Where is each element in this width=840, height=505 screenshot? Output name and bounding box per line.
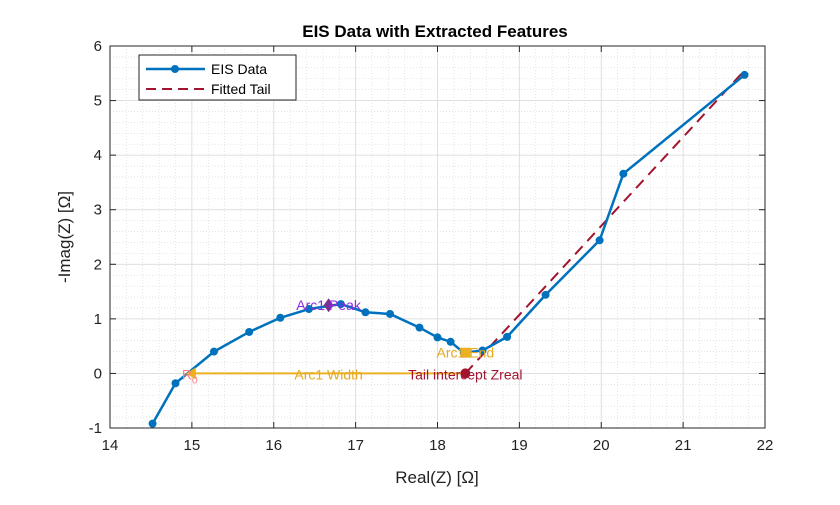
eis-data-point — [541, 290, 550, 299]
eis-data-point — [503, 332, 512, 341]
legend-fitted-label: Fitted Tail — [211, 81, 271, 97]
eis-data-point — [386, 309, 395, 318]
x-tick-label: 14 — [102, 437, 119, 454]
y-tick-label: 3 — [94, 202, 102, 219]
eis-data-point — [446, 337, 455, 346]
annotation-markers — [185, 298, 471, 380]
y-tick-label: 2 — [94, 256, 102, 273]
x-tick-label: 18 — [429, 437, 446, 454]
legend: EIS Data Fitted Tail — [138, 54, 297, 101]
y-tick-label: 4 — [94, 147, 102, 164]
x-tick-label: 22 — [757, 437, 774, 454]
y-tick-label: 1 — [94, 311, 102, 328]
eis-data-point — [245, 327, 254, 336]
eis-data-point — [336, 300, 345, 309]
series-layer — [148, 70, 749, 428]
legend-eis-label: EIS Data — [211, 61, 267, 77]
r0-label-main: R — [182, 366, 192, 382]
r0-label: R0 — [182, 366, 198, 386]
eis-data-point — [148, 419, 157, 428]
x-tick-label: 17 — [347, 437, 364, 454]
eis-data-point — [209, 347, 218, 356]
y-axis-label: -Imag(Z) [Ω] — [55, 191, 74, 283]
tail-intercept-label: Tail intercept Zreal — [408, 366, 522, 382]
r0-label-subscript: 0 — [192, 375, 198, 386]
x-tick-label: 16 — [265, 437, 282, 454]
y-tick-label: -1 — [89, 420, 102, 437]
x-axis-label: Real(Z) [Ω] — [395, 468, 479, 487]
arc1-peak-label: Arc1 Peak — [296, 297, 362, 313]
y-tick-label: 0 — [94, 365, 102, 382]
y-tick-label: 5 — [94, 93, 102, 110]
eis-data-point — [433, 333, 442, 342]
arc1-end-marker — [460, 347, 471, 358]
arc1-width-label: Arc1 Width — [294, 366, 362, 382]
x-tick-label: 15 — [184, 437, 201, 454]
eis-data-point — [619, 169, 628, 178]
arc1-peak-marker — [323, 298, 334, 313]
eis-data-point — [304, 305, 313, 314]
tail-intercept-marker — [460, 368, 471, 379]
eis-data-point — [740, 70, 749, 79]
chart-title: EIS Data with Extracted Features — [302, 22, 567, 41]
y-axis-ticks: -1 0 1 2 3 4 5 6 — [89, 38, 765, 437]
legend-eis-marker — [171, 65, 179, 73]
legend-box — [138, 54, 297, 101]
annotation-labels: R0 Arc1 Peak Arc1 End Tail intercept Zreal A… — [182, 297, 523, 386]
eis-data-point — [478, 346, 487, 355]
eis-data-point — [171, 379, 180, 388]
x-tick-label: 21 — [675, 437, 692, 454]
arc1-end-label: Arc1 End — [437, 345, 495, 361]
x-tick-label: 20 — [593, 437, 610, 454]
x-axis-ticks: 14 15 16 17 18 19 20 21 22 — [102, 46, 774, 454]
fitted-tail-line — [464, 71, 744, 375]
x-tick-label: 19 — [511, 437, 528, 454]
eis-data-point — [595, 236, 604, 245]
eis-data-point — [361, 308, 370, 317]
y-tick-label: 6 — [94, 38, 102, 55]
eis-data-point — [276, 313, 285, 322]
r0-marker — [185, 367, 196, 380]
eis-data-point — [415, 323, 424, 332]
